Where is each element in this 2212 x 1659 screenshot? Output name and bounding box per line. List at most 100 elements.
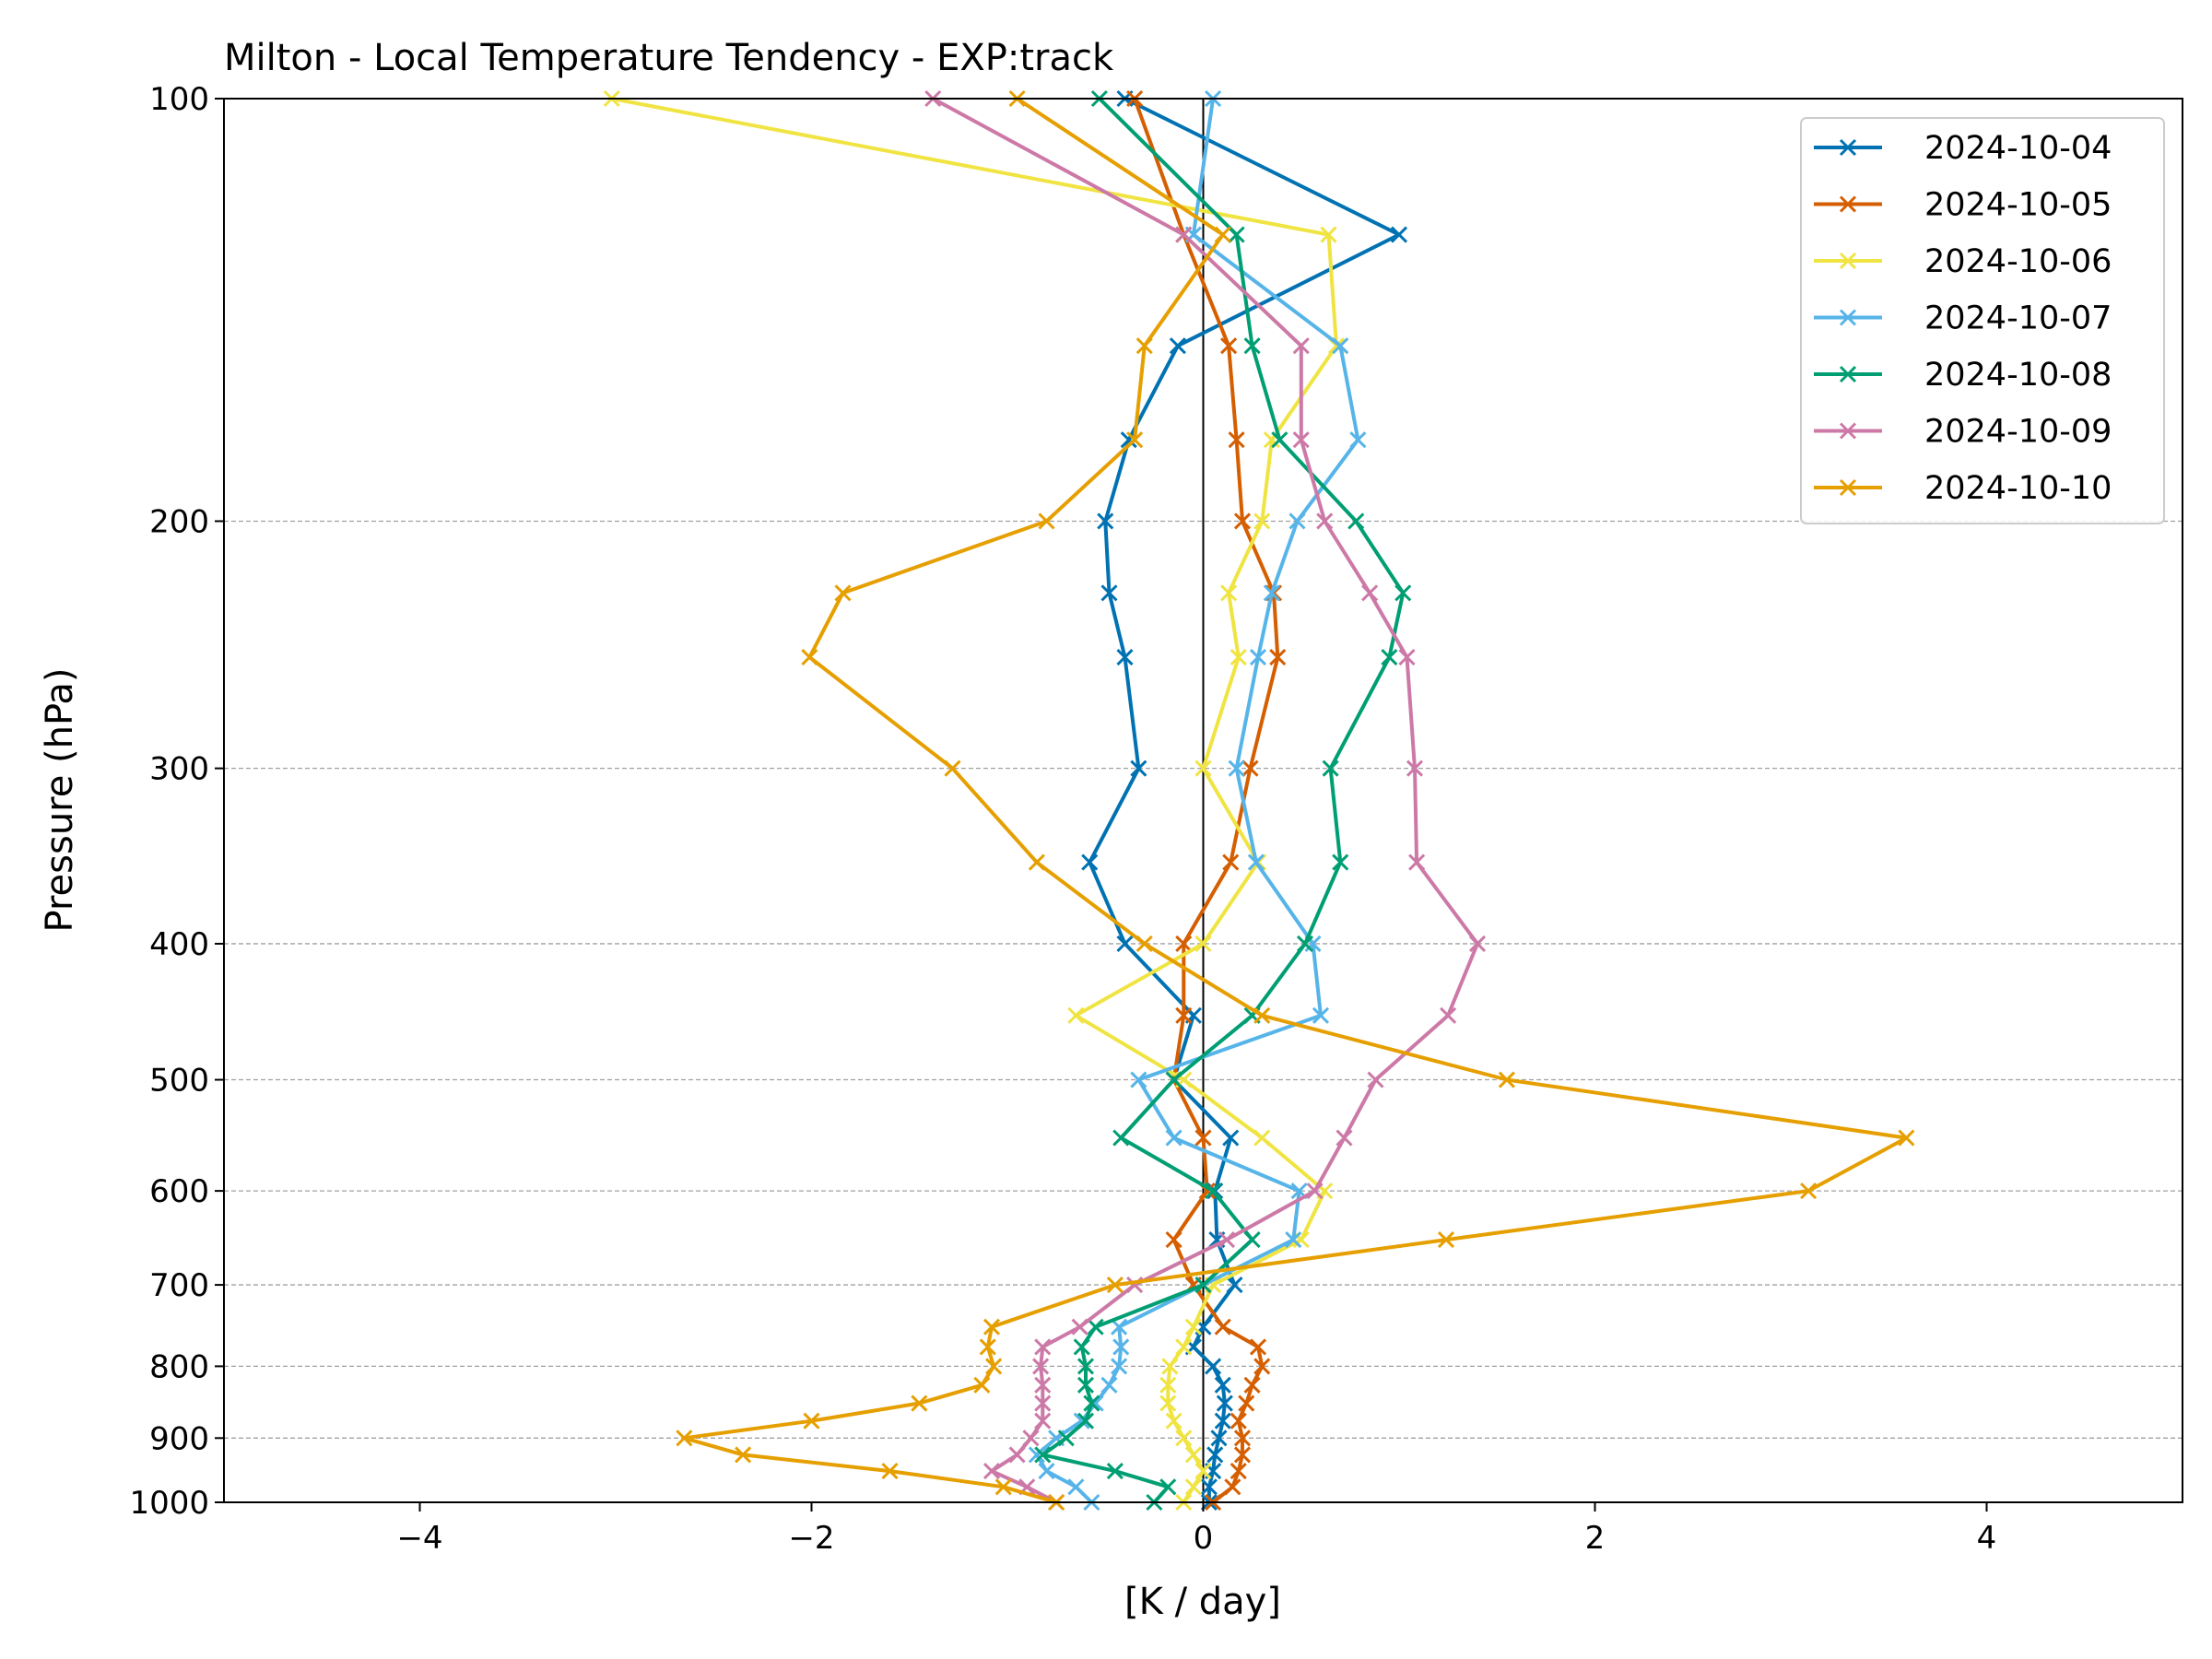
x-tick-label: −2 (788, 1520, 834, 1557)
data-point-marker (1406, 759, 1424, 777)
data-point-marker (1116, 649, 1134, 666)
data-point-marker (1194, 935, 1212, 953)
y-tick-label: 200 (149, 503, 209, 540)
data-point-marker (1032, 1358, 1050, 1375)
data-point-marker (1175, 935, 1193, 953)
data-point-marker (1214, 1376, 1231, 1394)
data-point-marker (1292, 431, 1310, 449)
data-point-marker (1498, 1071, 1515, 1088)
y-tick-label: 900 (149, 1420, 209, 1457)
series-2024-10-08 (1034, 89, 1412, 1512)
data-point-marker (1253, 1006, 1271, 1024)
data-point-marker (1130, 759, 1147, 777)
data-point-marker (1440, 1006, 1457, 1024)
data-point-marker (1347, 512, 1365, 530)
data-point-marker (1233, 512, 1252, 530)
data-point-marker (1165, 1129, 1182, 1147)
data-point-marker (1184, 1478, 1202, 1496)
data-point-marker (1081, 853, 1099, 871)
data-point-marker (1285, 1231, 1302, 1249)
data-point-marker (1038, 1463, 1055, 1480)
legend-label: 2024-10-07 (1924, 300, 2112, 337)
data-point-marker (1238, 1394, 1255, 1412)
data-point-marker (1194, 759, 1212, 777)
legend-item: 2024-10-09 (1814, 414, 2112, 451)
data-point-marker (1292, 1231, 1310, 1249)
data-point-marker (1100, 1376, 1118, 1394)
data-point-marker (982, 1318, 1001, 1335)
data-point-marker (1106, 1463, 1124, 1480)
data-point-marker (1034, 1394, 1052, 1412)
data-point-marker (1253, 512, 1271, 530)
data-point-marker (1165, 1412, 1182, 1430)
data-point-marker (1067, 1478, 1085, 1496)
data-point-marker (1214, 226, 1231, 243)
data-point-marker (1224, 1478, 1241, 1496)
data-point-marker (676, 1430, 693, 1447)
data-point-marker (1408, 853, 1426, 871)
data-point-marker (1306, 1182, 1324, 1200)
data-point-marker (1159, 1376, 1177, 1394)
data-point-marker (1253, 1129, 1271, 1147)
data-point-marker (803, 1412, 820, 1430)
data-point-marker (1008, 1446, 1026, 1464)
data-point-marker (801, 649, 818, 666)
data-point-marker (1898, 1129, 1915, 1147)
data-point-marker (1263, 584, 1280, 602)
data-point-marker (881, 1463, 899, 1480)
legend-item: 2024-10-07 (1814, 300, 2112, 337)
data-point-marker (1165, 1071, 1182, 1088)
chart-title: Milton - Local Temperature Tendency - EX… (224, 37, 1114, 79)
data-point-marker (944, 759, 961, 777)
legend: 2024-10-04 2024-10-05 2024-10-06 2024-10-07… (1800, 117, 2165, 524)
legend-marker (1839, 252, 1857, 270)
data-point-marker (1233, 1446, 1252, 1464)
data-point-marker (1071, 1318, 1088, 1335)
data-point-marker (1220, 337, 1238, 355)
data-point-marker (985, 1358, 1003, 1375)
data-point-marker (1165, 1231, 1182, 1249)
data-point-marker (979, 1338, 996, 1356)
data-point-marker (1194, 1277, 1212, 1294)
data-point-marker (1038, 512, 1055, 530)
data-point-marker (1271, 431, 1288, 449)
data-point-marker (973, 1376, 991, 1394)
data-point-marker (1316, 512, 1334, 530)
data-point-marker (1111, 1318, 1128, 1335)
data-point-marker (1332, 337, 1349, 355)
legend-label: 2024-10-06 (1924, 243, 2112, 280)
data-point-marker (1296, 935, 1314, 953)
data-point-marker (1184, 1318, 1202, 1335)
data-point-marker (735, 1446, 752, 1464)
data-point-marker (1194, 1463, 1212, 1480)
legend-marker (1839, 195, 1857, 213)
data-point-marker (1398, 649, 1416, 666)
legend-item: 2024-10-05 (1814, 187, 2112, 224)
data-point-marker (1437, 1231, 1455, 1249)
data-point-marker (1320, 226, 1337, 243)
data-point-marker (1112, 1338, 1130, 1356)
data-point-marker (1135, 337, 1153, 355)
x-axis-label: [K / day] (1124, 1581, 1281, 1623)
data-point-marker (1241, 759, 1259, 777)
data-point-marker (1067, 1006, 1085, 1024)
data-point-marker (1361, 584, 1379, 602)
data-point-marker (1205, 1358, 1222, 1375)
data-point-marker (1228, 226, 1245, 243)
y-tick-label: 600 (149, 1173, 209, 1210)
data-point-marker (1097, 512, 1114, 530)
data-point-marker (982, 1463, 1001, 1480)
data-point-marker (1222, 853, 1240, 871)
legend-box (1800, 117, 2165, 524)
data-point-marker (1034, 1412, 1052, 1430)
legend-marker (1839, 478, 1857, 497)
data-point-marker (1200, 1478, 1218, 1496)
data-point-marker (1169, 337, 1186, 355)
data-point-marker (1335, 1129, 1353, 1147)
legend-label: 2024-10-05 (1924, 187, 2112, 224)
data-point-marker (1175, 1006, 1193, 1024)
legend-item: 2024-10-06 (1814, 243, 2112, 280)
data-point-marker (1034, 1446, 1052, 1464)
data-point-marker (1034, 1338, 1052, 1356)
data-point-marker (1381, 649, 1398, 666)
